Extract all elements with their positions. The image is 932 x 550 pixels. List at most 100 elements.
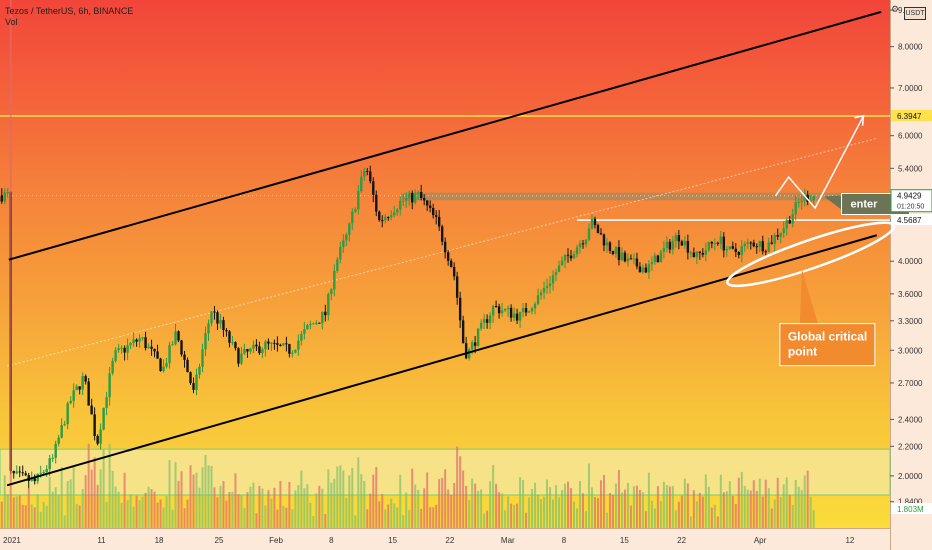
volume-bar [776,477,779,528]
volume-bar [408,509,411,528]
volume-bar [195,472,198,528]
volume-bar [561,490,564,528]
candle-body [222,320,225,331]
candle-body [48,458,51,470]
candle-body [812,196,815,201]
candle-body [339,246,342,260]
time-axis[interactable] [0,528,890,550]
volume-bar [135,495,138,528]
volume-bar [587,463,590,528]
candle-body [602,234,606,246]
volume-bar [276,509,279,528]
candle-body [81,376,84,390]
time-tick-label: 11 [97,536,106,545]
candle-body [566,254,570,256]
enter-callout-pointer [823,195,842,210]
volume-bar [318,485,321,528]
volume-bar [174,462,177,528]
volume-bar [381,493,384,528]
candle-body [692,252,696,258]
volume-bar [315,493,318,528]
volume-bar [558,497,561,528]
volume-bar [9,0,12,529]
volume-bar [387,504,390,528]
candle-body [330,289,333,295]
volume-bar [141,496,144,528]
volume-bar [665,485,668,528]
volume-bar [641,492,644,528]
candle-body [440,226,444,242]
candle-body [527,311,531,313]
volume-bar [297,485,300,528]
candle-body [482,319,486,323]
volume-bar [96,484,99,528]
candle-body [731,246,734,249]
candle-body [506,307,510,310]
volume-bar [144,492,147,528]
volume-bar [393,503,396,528]
candle-body [225,330,228,332]
candle-body [168,345,171,364]
volume-bar [15,496,18,528]
volume-bar [656,486,659,528]
candle-body [360,176,363,192]
price-label-text: 4.5687 [897,216,922,225]
price-axis[interactable] [890,0,932,550]
price-tick-label: 3.0000 [898,346,923,355]
volume-bar [620,492,623,528]
volume-bar [75,503,78,528]
candle-body [255,344,258,347]
volume-bar [234,473,237,528]
volume-bar [333,478,336,528]
candle-body [704,250,708,255]
volume-bar [480,489,483,528]
candle-body [108,373,111,398]
candle-body [557,265,561,273]
candle-body [644,267,648,273]
candle-body [515,313,519,321]
candle-body [716,242,720,244]
volume-bar [63,515,66,528]
volume-bar [93,457,96,528]
candle-body [665,241,669,249]
price-label-text: 4.9429 [897,192,922,201]
candle-body [434,215,438,217]
volume-bar [423,488,426,528]
candle-body [396,209,399,213]
price-tick-label: 7.0000 [898,84,923,93]
candle-body [533,303,537,309]
candle-body [770,242,773,244]
candle-body [66,403,69,425]
candle-body [461,320,465,344]
settings-icon[interactable]: ⚙ [891,4,900,14]
volume-bar [39,511,42,528]
volume-bar [327,469,330,528]
volume-bar [534,482,537,528]
candle-body [99,429,102,444]
candle-body [159,358,162,372]
candle-body [141,337,144,339]
currency-button[interactable]: USDT [904,7,926,20]
candle-body [174,331,177,345]
volume-bar [767,488,770,528]
volume-bar [593,497,596,528]
candle-body [378,211,381,221]
candle-body [135,339,138,342]
volume-bar [60,466,63,528]
volume-bar [45,505,48,528]
volume-bar [384,509,387,528]
price-tick-label: 1.8400 [898,498,923,507]
volume-bar [525,512,528,528]
volume-bar [513,504,516,528]
candle-body [315,322,318,324]
candle-body [147,346,150,349]
candle-body [674,235,678,241]
candle-body [288,344,291,354]
volume-bar [246,492,249,528]
volume-bar [204,454,207,528]
volume-bar [231,491,234,528]
volume-bar [749,490,752,528]
volume-bar [357,457,360,528]
candle-body [408,192,411,199]
